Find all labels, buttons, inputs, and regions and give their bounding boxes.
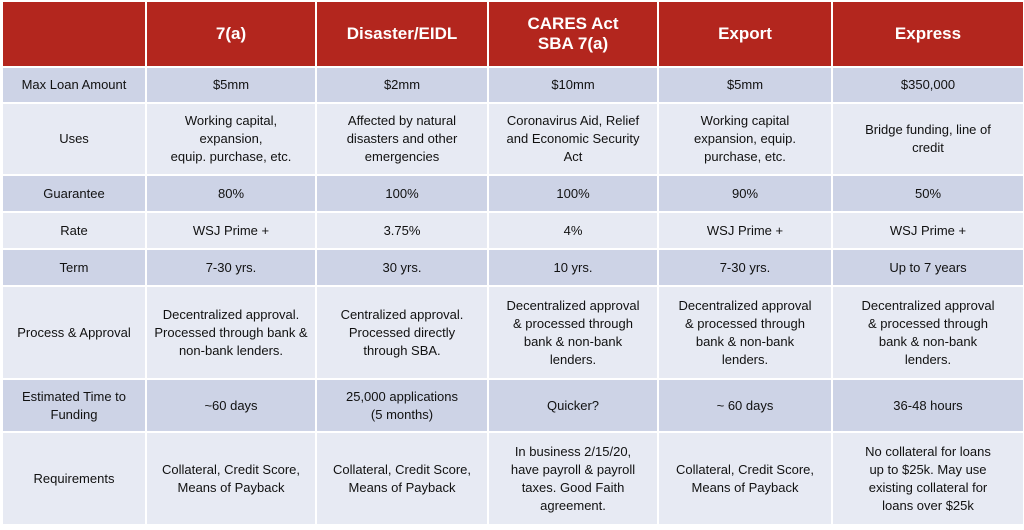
table-row: Estimated Time to Funding ~60 days 25,000 … xyxy=(1,378,1024,433)
table-cell: 7-30 yrs. xyxy=(657,248,833,287)
table-cell: Decentralized approval. Processed throug… xyxy=(145,285,317,380)
table-cell: 90% xyxy=(657,174,833,213)
table-cell: Centralized approval. Processed directly… xyxy=(315,285,489,380)
table-cell: Decentralized approval & processed throu… xyxy=(487,285,659,380)
table-row: Uses Working capital, expansion, equip. p… xyxy=(1,102,1024,176)
table-cell: $5mm xyxy=(657,66,833,104)
table-cell: ~60 days xyxy=(145,378,317,433)
table-cell: Decentralized approval & processed throu… xyxy=(657,285,833,380)
table-row: Term 7-30 yrs. 30 yrs. 10 yrs. 7-30 yrs. Up t… xyxy=(1,248,1024,287)
column-header: CARES Act SBA 7(a) xyxy=(487,0,659,68)
column-header: Disaster/EIDL xyxy=(315,0,489,68)
table-cell: 7-30 yrs. xyxy=(145,248,317,287)
table-row: Max Loan Amount $5mm $2mm $10mm $5mm $350,000 xyxy=(1,66,1024,104)
table-cell: $5mm xyxy=(145,66,317,104)
table-cell: Collateral, Credit Score, Means of Payba… xyxy=(657,431,833,526)
table-cell: 10 yrs. xyxy=(487,248,659,287)
table-cell: 100% xyxy=(487,174,659,213)
table-cell: Quicker? xyxy=(487,378,659,433)
row-label: Term xyxy=(1,248,147,287)
table-cell: Up to 7 years xyxy=(831,248,1024,287)
row-label: Max Loan Amount xyxy=(1,66,147,104)
table-cell: WSJ Prime + xyxy=(657,211,833,250)
table-cell: Decentralized approval & processed throu… xyxy=(831,285,1024,380)
row-label: Process & Approval xyxy=(1,285,147,380)
row-label: Uses xyxy=(1,102,147,176)
table-cell: 36-48 hours xyxy=(831,378,1024,433)
table-cell: Affected by natural disasters and other … xyxy=(315,102,489,176)
table-row: Requirements Collateral, Credit Score, Me… xyxy=(1,431,1024,526)
table-cell: Collateral, Credit Score, Means of Payba… xyxy=(145,431,317,526)
table-cell: $10mm xyxy=(487,66,659,104)
column-header: Express xyxy=(831,0,1024,68)
table-cell: Working capital, expansion, equip. purch… xyxy=(145,102,317,176)
row-label: Requirements xyxy=(1,431,147,526)
row-label: Guarantee xyxy=(1,174,147,213)
column-header: 7(a) xyxy=(145,0,317,68)
table-cell: 4% xyxy=(487,211,659,250)
table-cell: In business 2/15/20, have payroll & payr… xyxy=(487,431,659,526)
table-cell: 3.75% xyxy=(315,211,489,250)
table-cell: Working capital expansion, equip. purcha… xyxy=(657,102,833,176)
table-cell: No collateral for loans up to $25k. May … xyxy=(831,431,1024,526)
table-cell: $350,000 xyxy=(831,66,1024,104)
table-cell: $2mm xyxy=(315,66,489,104)
table-cell: Coronavirus Aid, Relief and Economic Sec… xyxy=(487,102,659,176)
table-cell: 100% xyxy=(315,174,489,213)
table-row: Rate WSJ Prime +3.75% 4% WSJ Prime + WSJ Pri… xyxy=(1,211,1024,250)
table-cell: WSJ Prime + xyxy=(831,211,1024,250)
header-corner xyxy=(1,0,147,68)
table-cell: WSJ Prime + xyxy=(145,211,317,250)
table-cell: Collateral, Credit Score, Means of Payba… xyxy=(315,431,489,526)
table-cell: 50% xyxy=(831,174,1024,213)
table-cell: 30 yrs. xyxy=(315,248,489,287)
table-row: Process & Approval Decentralized approval… xyxy=(1,285,1024,380)
table-cell: 80% xyxy=(145,174,317,213)
row-label: Rate xyxy=(1,211,147,250)
row-label: Estimated Time to Funding xyxy=(1,378,147,433)
table-row: Guarantee 80% 100% 100% 90% 50% xyxy=(1,174,1024,213)
column-header: Export xyxy=(657,0,833,68)
table-cell: 25,000 applications (5 months) xyxy=(315,378,489,433)
table-cell: Bridge funding, line of credit xyxy=(831,102,1024,176)
table-cell: ~ 60 days xyxy=(657,378,833,433)
header-row: 7(a) Disaster/EIDL CARES Act SBA 7(a) Expor… xyxy=(1,0,1024,68)
